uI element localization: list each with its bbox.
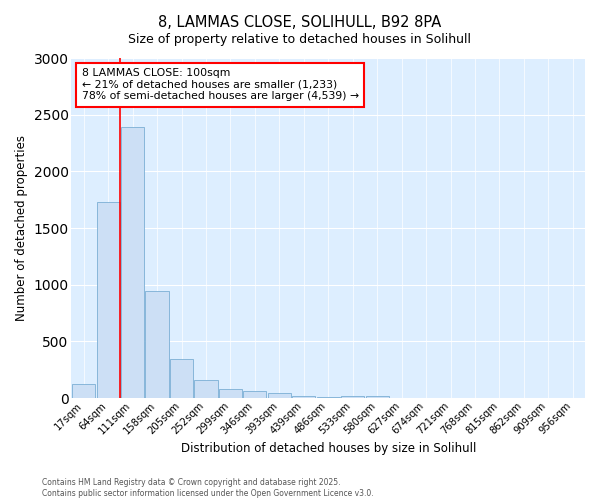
Text: 8, LAMMAS CLOSE, SOLIHULL, B92 8PA: 8, LAMMAS CLOSE, SOLIHULL, B92 8PA — [158, 15, 442, 30]
Bar — [145, 292, 169, 398]
Bar — [292, 396, 316, 398]
Bar — [341, 396, 364, 398]
Bar — [365, 396, 389, 398]
Text: 8 LAMMAS CLOSE: 100sqm
← 21% of detached houses are smaller (1,233)
78% of semi-: 8 LAMMAS CLOSE: 100sqm ← 21% of detached… — [82, 68, 359, 102]
Bar — [121, 127, 144, 398]
X-axis label: Distribution of detached houses by size in Solihull: Distribution of detached houses by size … — [181, 442, 476, 455]
Text: Size of property relative to detached houses in Solihull: Size of property relative to detached ho… — [128, 32, 472, 46]
Y-axis label: Number of detached properties: Number of detached properties — [15, 135, 28, 321]
Bar — [170, 359, 193, 398]
Bar — [194, 380, 218, 398]
Bar — [97, 202, 120, 398]
Bar — [243, 392, 266, 398]
Bar — [219, 389, 242, 398]
Bar — [72, 384, 95, 398]
Text: Contains HM Land Registry data © Crown copyright and database right 2025.
Contai: Contains HM Land Registry data © Crown c… — [42, 478, 374, 498]
Bar — [317, 396, 340, 398]
Bar — [268, 393, 291, 398]
